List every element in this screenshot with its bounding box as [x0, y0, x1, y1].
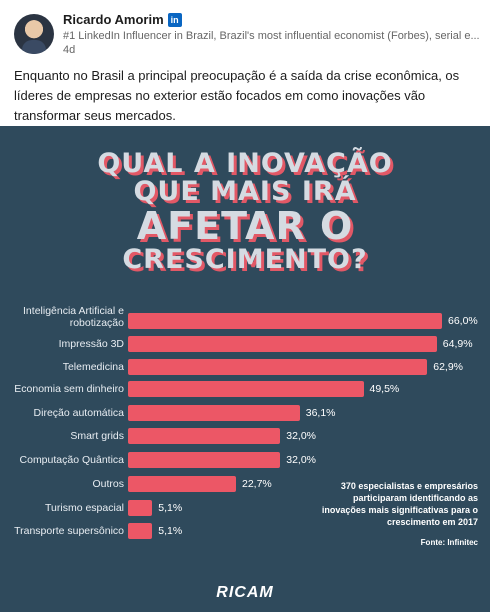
bar: [128, 336, 437, 352]
infographic-title-line-2: QUE MAIS IRÁ: [133, 176, 357, 207]
bar: [128, 476, 236, 492]
survey-note: 370 especialistas e empresários particip…: [321, 481, 478, 527]
bar-label: Transporte supersônico: [14, 525, 124, 537]
bar-label: Inteligência Artificial e robotização: [23, 305, 124, 329]
bar-value-label: 5,1%: [158, 502, 183, 514]
bar-label: Telemedicina: [62, 361, 124, 373]
bar-value-label: 32,0%: [286, 454, 317, 466]
bar-label: Economia sem dinheiro: [14, 383, 124, 395]
avatar[interactable]: [14, 14, 54, 54]
author-row: Ricardo Amorim in: [63, 12, 182, 27]
bar-label: Computação Quântica: [19, 454, 124, 466]
post-time: 4d: [63, 44, 76, 56]
bar: [128, 359, 428, 375]
bar-label: Smart grids: [70, 430, 124, 442]
brand-logo: RICAM: [216, 584, 274, 601]
bar-label: Impressão 3D: [58, 338, 124, 350]
bar-label: Direção automática: [33, 407, 124, 419]
linkedin-influencer-icon: in: [167, 12, 182, 27]
source-note: Fonte: Infinitec: [420, 538, 478, 547]
bar-value-label: 22,7%: [241, 478, 272, 490]
bar-value-label: 64,9%: [442, 338, 473, 350]
author-name[interactable]: Ricardo Amorim: [63, 12, 164, 27]
bar: [128, 381, 364, 397]
bar: [128, 523, 153, 539]
infographic-image[interactable]: QUAL A INOVAÇÃO QUE MAIS IRÁ AFETAR O CR…: [0, 126, 490, 612]
bar-value-label: 32,0%: [286, 430, 317, 442]
bar-label: Outros: [92, 478, 124, 490]
bar-value-label: 5,1%: [158, 525, 183, 537]
bar: [128, 500, 153, 516]
bar: [128, 405, 300, 421]
author-headline: #1 LinkedIn Influencer in Brazil, Brazil…: [63, 30, 480, 42]
bar-value-label: 66,0%: [448, 315, 478, 327]
bar-label: Turismo espacial: [45, 502, 124, 514]
bar: [128, 428, 281, 444]
infographic-title-line-4: CRESCIMENTO?: [122, 244, 368, 275]
bar-value-label: 62,9%: [433, 361, 464, 373]
post-header: Ricardo Amorim in #1 LinkedIn Influencer…: [0, 0, 490, 62]
bar: [128, 313, 442, 329]
bar-value-label: 49,5%: [369, 383, 400, 395]
infographic-title-line-1: QUAL A INOVAÇÃO: [97, 148, 393, 179]
infographic-title-line-3: AFETAR O: [136, 204, 354, 248]
bar-value-label: 36,1%: [305, 407, 336, 419]
post-text: Enquanto no Brasil a principal preocupaç…: [14, 68, 460, 123]
bar: [128, 452, 281, 468]
